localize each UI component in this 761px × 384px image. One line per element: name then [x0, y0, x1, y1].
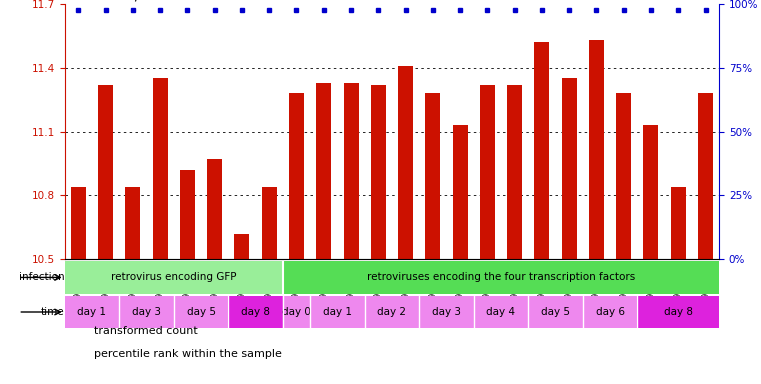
Text: day 6: day 6 [596, 307, 625, 317]
Text: day 3: day 3 [432, 307, 461, 317]
Bar [453, 125, 467, 259]
Text: GDS5316 / 10353219: GDS5316 / 10353219 [65, 0, 214, 3]
Bar [207, 159, 222, 259]
Bar [473, 296, 528, 328]
Bar [310, 296, 365, 328]
Text: time: time [41, 307, 65, 317]
Bar [507, 85, 522, 259]
Bar [180, 170, 195, 259]
Text: day 5: day 5 [186, 307, 215, 317]
Bar [153, 78, 167, 259]
Text: day 2: day 2 [377, 307, 406, 317]
Bar [398, 66, 413, 259]
Bar [283, 261, 719, 294]
Bar [644, 125, 658, 259]
Text: infection: infection [19, 272, 65, 283]
Text: day 8: day 8 [241, 307, 270, 317]
Bar [343, 83, 358, 259]
Bar [365, 296, 419, 328]
Bar [528, 296, 583, 328]
Bar [317, 83, 331, 259]
Bar [534, 42, 549, 259]
Bar [616, 93, 631, 259]
Text: retrovirus encoding GFP: retrovirus encoding GFP [111, 272, 237, 283]
Bar [425, 93, 441, 259]
Bar [65, 261, 283, 294]
Bar [174, 296, 228, 328]
Bar [480, 85, 495, 259]
Text: day 1: day 1 [78, 307, 107, 317]
Bar [262, 187, 277, 259]
Bar [228, 296, 283, 328]
Text: day 1: day 1 [323, 307, 352, 317]
Text: day 5: day 5 [541, 307, 570, 317]
Text: day 8: day 8 [664, 307, 693, 317]
Bar [589, 40, 604, 259]
Bar [371, 85, 386, 259]
Bar [119, 296, 174, 328]
Bar [562, 78, 577, 259]
Text: percentile rank within the sample: percentile rank within the sample [94, 349, 282, 359]
Text: day 0: day 0 [282, 307, 311, 317]
Bar [289, 93, 304, 259]
Bar [98, 85, 113, 259]
Bar [126, 187, 140, 259]
Bar [234, 233, 250, 259]
Bar [283, 296, 310, 328]
Bar [670, 187, 686, 259]
Bar [65, 296, 119, 328]
Text: day 3: day 3 [132, 307, 161, 317]
Text: transformed count: transformed count [94, 326, 197, 336]
Bar [419, 296, 473, 328]
Text: retroviruses encoding the four transcription factors: retroviruses encoding the four transcrip… [367, 272, 635, 283]
Bar [71, 187, 86, 259]
Bar [638, 296, 719, 328]
Bar [583, 296, 638, 328]
Text: day 4: day 4 [486, 307, 515, 317]
Bar [698, 93, 713, 259]
